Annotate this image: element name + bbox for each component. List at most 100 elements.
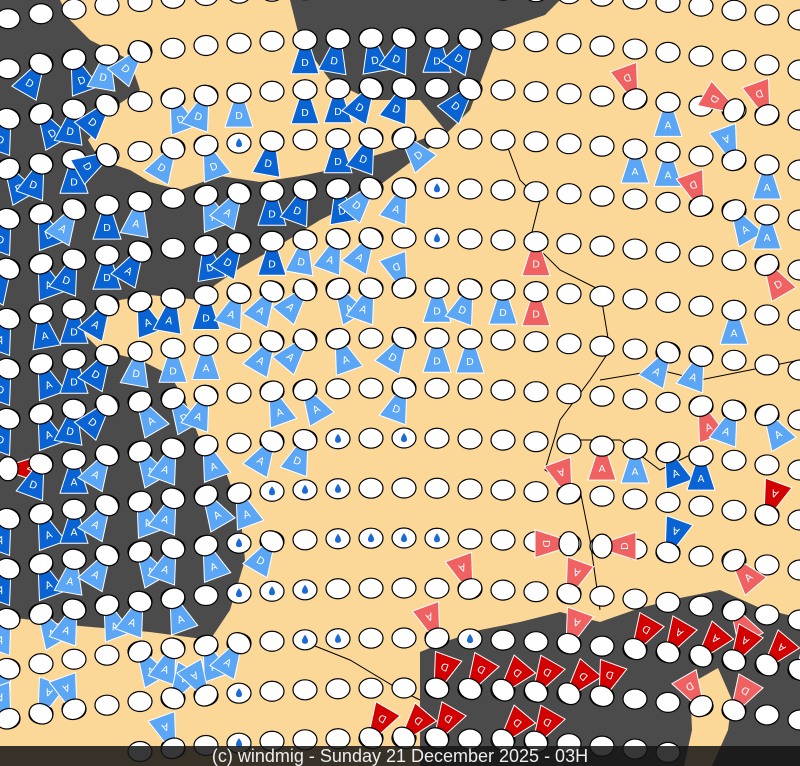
wind-arrow-icon: D <box>143 137 186 186</box>
station <box>590 0 614 7</box>
station <box>127 140 153 163</box>
arrow-label: A <box>457 561 467 574</box>
arrow-label: D <box>620 542 631 550</box>
wind-arrow-icon: D <box>557 657 603 706</box>
wind-arrow-icon: D <box>92 244 122 290</box>
wind-arrow-icon: D <box>455 328 485 374</box>
arrow-label: D <box>263 158 273 170</box>
wind-arrow-icon: A <box>242 330 285 379</box>
arrow-label: A <box>71 527 78 538</box>
wind-arrow-icon: A <box>209 182 252 231</box>
arrow-label: A <box>704 422 714 435</box>
station <box>391 677 417 699</box>
arrow-label: A <box>255 455 267 468</box>
arrow-label: A <box>255 355 267 368</box>
station <box>787 209 800 231</box>
arrow-label: A <box>123 265 135 278</box>
station <box>622 188 648 210</box>
arrow-label: D <box>70 327 78 338</box>
wind-arrow-icon: A <box>271 278 317 326</box>
station <box>688 495 714 517</box>
station <box>325 478 351 500</box>
arrow-label: D <box>70 377 78 388</box>
station <box>325 528 351 550</box>
wind-arrow-icon: A <box>147 537 186 586</box>
station <box>490 229 516 251</box>
station <box>655 191 681 213</box>
arrow-label: A <box>0 334 5 347</box>
arrow-label: D <box>169 366 177 377</box>
wind-arrow-icon: D <box>191 284 221 331</box>
station <box>424 77 450 99</box>
station <box>558 0 580 5</box>
station <box>787 109 800 131</box>
station <box>229 0 249 4</box>
wind-arrow-icon: D <box>444 278 483 327</box>
station <box>127 0 153 13</box>
arrow-label: A <box>193 411 203 424</box>
station <box>754 354 780 376</box>
wind-arrow-icon: A <box>110 240 153 289</box>
raindrop-icon <box>302 634 308 644</box>
station <box>721 499 747 521</box>
wind-arrow-icon: A <box>708 122 747 172</box>
station <box>523 581 549 603</box>
arrow-label: A <box>44 529 54 542</box>
wind-arrow-icon: D <box>488 279 518 325</box>
arrow-label: A <box>0 534 5 547</box>
station <box>457 478 483 500</box>
wind-arrow-icon: A <box>28 352 67 402</box>
wind-arrow-icon: D <box>323 78 353 124</box>
station <box>622 38 648 60</box>
station <box>688 45 714 67</box>
wind-arrow-icon: D <box>622 611 665 661</box>
arrow-label: A <box>209 561 219 574</box>
arrow-label: D <box>301 58 309 69</box>
wind-arrow-icon: D <box>436 77 482 125</box>
station <box>358 427 384 449</box>
raindrop-icon <box>401 433 407 443</box>
arrow-label: A <box>740 224 752 237</box>
arrow-label: D <box>621 70 632 83</box>
station <box>688 595 714 617</box>
wind-arrow-icon: D <box>317 28 351 76</box>
station <box>754 304 780 326</box>
station <box>490 379 516 401</box>
station <box>622 588 648 610</box>
arrow-label: A <box>0 584 5 597</box>
station <box>259 580 285 602</box>
wind-arrow-icon: A <box>787 632 800 682</box>
arrow-label: A <box>160 514 170 527</box>
station <box>391 427 417 449</box>
arrow-label: D <box>296 257 306 269</box>
arrow-label: A <box>176 614 186 627</box>
station <box>193 584 219 607</box>
raindrop-icon <box>434 533 440 543</box>
station <box>325 678 351 700</box>
arrow-label: D <box>103 273 111 284</box>
station <box>226 532 252 554</box>
wind-arrow-icon: A <box>28 402 67 452</box>
wind-arrow-icon: A <box>686 445 716 491</box>
arrow-label: A <box>132 219 141 231</box>
wind-arrow-icon: D <box>534 529 580 559</box>
wind-arrow-icon: D <box>180 84 219 133</box>
wind-arrow-icon: A <box>59 448 89 494</box>
station <box>655 591 681 613</box>
station <box>490 329 516 351</box>
station <box>127 90 153 113</box>
station <box>490 429 516 451</box>
station <box>523 481 549 503</box>
arrow-label: A <box>391 204 401 217</box>
arrow-label: A <box>209 461 219 474</box>
arrow-label: A <box>57 223 69 236</box>
raindrop-icon <box>236 738 242 748</box>
arrow-label: D <box>98 72 108 84</box>
raindrop-icon <box>269 486 275 496</box>
station <box>721 349 747 371</box>
station <box>424 377 450 399</box>
arrow-label: D <box>433 356 441 367</box>
arrow-label: D <box>329 56 339 68</box>
raindrop-icon <box>269 586 275 596</box>
raindrop-icon <box>467 633 473 643</box>
